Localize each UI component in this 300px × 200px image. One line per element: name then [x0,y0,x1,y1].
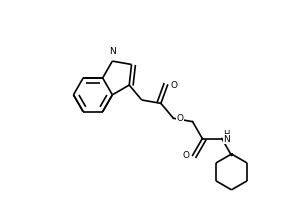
Text: N: N [109,47,116,56]
Text: H: H [223,130,230,139]
Text: N: N [223,135,230,144]
Text: O: O [171,81,178,90]
Text: O: O [176,114,184,123]
Text: O: O [182,151,190,160]
